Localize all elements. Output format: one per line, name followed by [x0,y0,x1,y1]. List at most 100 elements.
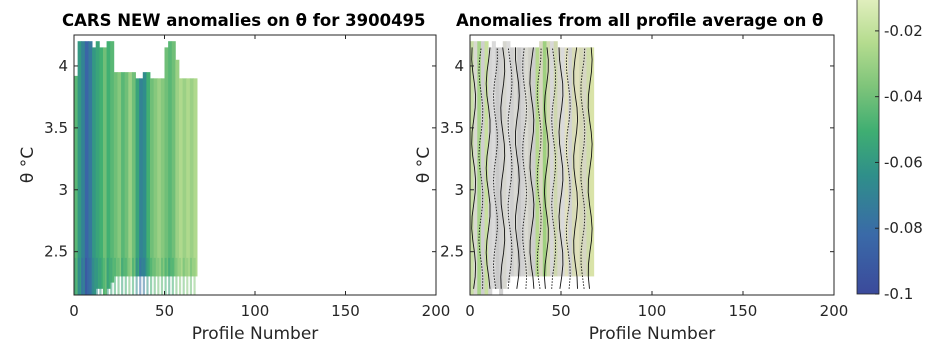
right-profile-column [510,47,515,277]
left-profile-column [171,41,176,277]
right-x-label: Profile Number [589,324,716,344]
colorbar: -0.02 -0.04 -0.06 -0.08 -0.1 [856,0,923,303]
left-profile-column [182,78,187,277]
right-profile-column [561,47,566,277]
right-chart-title: Anomalies from all profile average on θ [456,11,823,30]
right-x-tick-label: 200 [820,302,849,320]
left-heatmap: 0 50 100 150 200 2.5 3 3.5 4 Profile Number θ °C [18,34,451,344]
right-contours [471,47,593,289]
left-profile-shade [124,257,127,295]
left-profile-column [74,75,79,295]
left-profile-shade [95,257,98,295]
right-profile-column [470,41,475,295]
left-profile-column [99,47,104,289]
left-profile-column [178,78,183,277]
left-profile-column [150,78,155,277]
colorbar-bar [856,0,880,295]
right-profile-column [535,47,540,277]
right-x-tick-label: 100 [638,302,667,320]
left-profile-column [131,72,136,277]
left-profile-shade [168,257,171,295]
left-profile-shade [171,257,174,295]
left-profile-shade [153,257,156,295]
left-profile-column [81,41,86,295]
left-profile-shade [121,257,124,295]
right-profile-column [568,47,573,277]
left-profile-column [160,78,165,277]
contour-line [573,47,579,289]
left-x-tick-label: 150 [331,302,360,320]
left-profile-column [146,72,151,277]
colorbar-tick-label: -0.04 [884,88,923,106]
left-profile-shade [88,257,91,295]
left-profile-shade [102,257,106,295]
left-chart-title: CARS NEW anomalies on θ for 3900495 [62,11,426,30]
left-profile-column [175,59,180,277]
contour-line [558,47,564,289]
left-profile-column [142,72,147,277]
right-profile-column [564,47,569,277]
left-profile-column [95,41,100,289]
contour-line [580,47,586,289]
right-ticks: 0 50 100 150 200 2.5 3 3.5 4 [440,35,848,320]
left-profile-column [121,72,126,277]
left-profile-shade [113,257,116,295]
left-x-tick-label: 200 [422,302,451,320]
right-profile-column [550,41,555,277]
right-profile-column [480,41,485,295]
left-profile-shade [81,257,84,295]
left-profile-column [84,41,89,295]
left-profile-column [110,41,115,283]
contour-line [543,47,549,289]
left-profile-column [139,78,144,277]
colorbar-tick-label: -0.06 [884,153,923,171]
right-profile-column [539,41,544,277]
contour-line [529,47,535,289]
left-profile-column [88,41,93,295]
left-profile-shade [110,257,113,295]
left-profile-shade [142,257,145,295]
left-profile-column [164,47,169,277]
left-profile-shade [175,257,178,295]
left-profile-shade [150,257,153,295]
contour-line [565,47,571,289]
right-profile-column [520,47,525,277]
left-profile-shade [193,257,196,295]
left-profile-column [189,78,194,277]
left-profile-shade [186,257,189,295]
right-profile-column [473,41,478,295]
right-profile-column [499,47,504,295]
right-y-tick-label: 3 [454,181,464,199]
left-profile-column [128,72,133,277]
left-profile-shade [106,257,109,295]
left-x-label: Profile Number [192,324,319,344]
right-profile-column [506,41,511,283]
left-profile-column [153,78,158,277]
left-profile-shade [139,257,142,295]
left-profile-column [157,78,162,277]
right-profile-column [491,41,496,289]
colorbar-ticks: -0.02 -0.04 -0.06 -0.08 -0.1 [875,22,923,303]
left-cells [74,41,198,295]
right-heatmap: 0 50 100 150 200 2.5 3 3.5 4 Profile Number θ °C [414,34,848,344]
left-y-tick-label: 4 [58,57,68,75]
left-profile-shade [92,257,95,295]
left-x-tick-label: 0 [69,302,79,320]
contour-line [551,47,557,289]
left-profile-shade [135,257,138,295]
left-x-tick-label: 100 [241,302,270,320]
right-profile-column [488,47,493,295]
left-profile-shade [99,257,102,295]
left-profile-shade [160,257,164,295]
right-profile-column [575,47,580,277]
right-x-tick-label: 50 [551,302,570,320]
left-y-label: θ °C [18,147,38,183]
contour-line [471,47,477,289]
left-profile-shade [146,257,149,295]
right-profile-column [502,41,507,289]
contour-line [507,47,513,289]
right-y-tick-label: 3.5 [440,119,464,137]
right-profile-column [553,41,558,277]
right-cells [470,41,595,295]
left-y-tick-label: 3.5 [44,119,68,137]
